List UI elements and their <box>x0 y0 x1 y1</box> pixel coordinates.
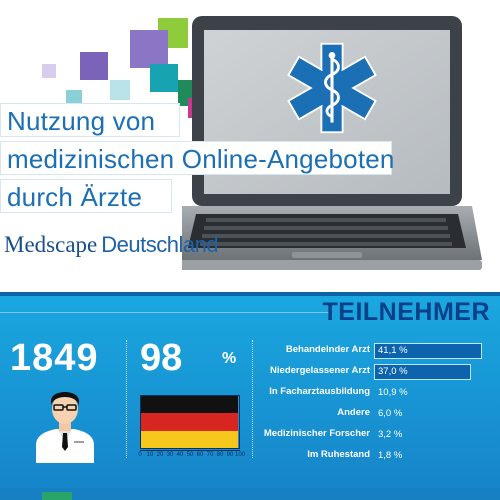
heading-rule <box>0 298 500 328</box>
category-label: Im Ruhestand <box>307 449 370 460</box>
percent-sign: % <box>222 350 237 367</box>
axis-tick-label: 60 <box>196 452 204 458</box>
axis-tick-label: 50 <box>186 452 194 458</box>
chart-row: Im Ruhestand 1,8 % <box>258 446 498 467</box>
data-label: 6,0 % <box>378 408 403 419</box>
section-heading: TEILNEHMER <box>322 298 490 326</box>
germany-flag-icon <box>140 395 240 449</box>
axis-tick-label: 10 <box>146 452 154 458</box>
page-title: Nutzung von medizinischen Online-Angebot… <box>0 103 394 217</box>
category-label: Niedergelassener Arzt <box>270 365 370 376</box>
participant-total: 1849 <box>10 337 99 379</box>
category-label: In Facharztausbildung <box>269 386 370 397</box>
header-area: Nutzung von medizinischen Online-Angebot… <box>0 16 482 270</box>
data-label: 10,9 % <box>378 387 408 398</box>
axis-tick-label: 30 <box>166 452 174 458</box>
category-label: Andere <box>337 407 370 418</box>
role-distribution-chart: Behandelnder Arzt 41,1 % Niedergelassener … <box>258 341 498 467</box>
axis-tick-label: 100 <box>234 452 246 458</box>
decor-square <box>150 64 178 92</box>
data-label: 41,1 % <box>378 345 408 356</box>
flag-axis: 0 10 20 30 40 50 60 70 80 90 100 <box>138 452 246 462</box>
chart-bar <box>374 364 471 380</box>
axis-tick-label: 40 <box>176 452 184 458</box>
chart-row: Medizinischer Forscher 3,2 % <box>258 425 498 446</box>
data-label: 1,8 % <box>378 450 403 461</box>
axis-line <box>140 450 240 451</box>
chart-bar <box>374 343 482 359</box>
title-line: durch Ärzte <box>0 179 172 213</box>
germany-percent: 98 <box>140 337 183 379</box>
axis-tick-label: 0 <box>138 452 142 458</box>
brand-region: Deutschland <box>101 232 219 257</box>
divider <box>0 292 500 296</box>
data-label: 3,2 % <box>378 429 403 440</box>
divider <box>126 340 127 458</box>
category-label: Medizinischer Forscher <box>263 428 370 439</box>
axis-tick-label: 70 <box>206 452 214 458</box>
axis-tick-label: 80 <box>216 452 224 458</box>
chart-row: Niedergelassener Arzt 37,0 % <box>258 362 498 383</box>
decor-square <box>42 64 56 78</box>
doctor-icon <box>36 392 94 463</box>
title-line: medizinischen Online-Angeboten <box>0 141 394 175</box>
decor-square <box>110 80 130 100</box>
star-of-life-icon <box>287 42 377 134</box>
axis-tick-label: 20 <box>156 452 164 458</box>
brand-logo: Medscape Deutschland <box>4 232 219 258</box>
chart-row: Andere 6,0 % <box>258 404 498 425</box>
category-label: Behandelnder Arzt <box>285 344 370 355</box>
title-line: Nutzung von <box>0 103 180 137</box>
decor-square <box>66 90 82 106</box>
participants-panel <box>0 292 500 500</box>
germany-share-bar <box>140 395 238 449</box>
decor-square <box>130 30 168 68</box>
brand-medscape: Medscape <box>4 232 98 257</box>
chart-row: Behandelnder Arzt 41,1 % <box>258 341 498 362</box>
axis-tick-label: 90 <box>226 452 234 458</box>
bottom-strip <box>0 488 500 500</box>
chart-row: In Facharztausbildung 10,9 % <box>258 383 498 404</box>
divider <box>252 340 253 458</box>
decor-square <box>80 52 108 80</box>
data-label: 37,0 % <box>378 366 408 377</box>
